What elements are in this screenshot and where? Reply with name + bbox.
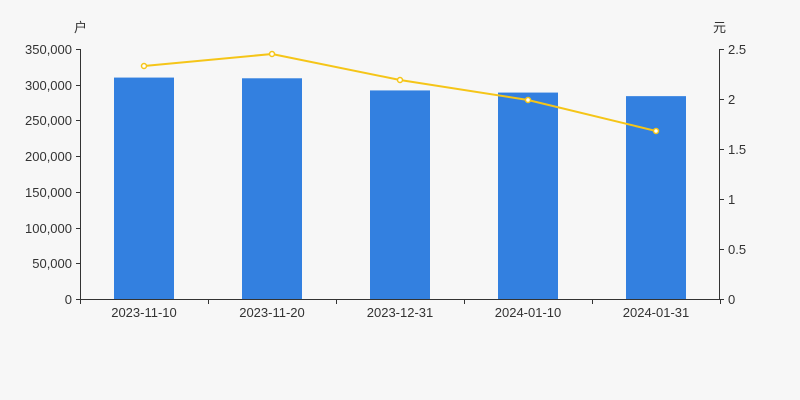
left-tick-label: 350,000 [25,42,72,57]
right-tick-label: 1 [728,192,735,207]
bar-2023-11-20 [242,78,302,300]
bar-2023-12-31 [370,90,430,299]
left-tick-label: 150,000 [25,185,72,200]
line-point-2024-01-31 [652,127,660,135]
bar-2024-01-10 [498,92,558,299]
x-tick-label: 2023-11-10 [111,305,177,320]
left-tick-label: 100,000 [25,221,72,236]
right-tick-label: 0 [728,292,735,307]
right-tick-label: 2 [728,92,735,107]
line-point-2024-01-10 [524,96,532,104]
left-axis-unit: 户 [74,20,87,35]
axes-layer [80,49,720,300]
left-tick-label: 250,000 [25,113,72,128]
line-point-2023-11-10 [140,62,148,70]
right-tick-label: 0.5 [728,242,746,257]
line-layer [140,50,660,135]
right-axis-unit: 元 [713,20,726,35]
x-tick-label: 2023-12-31 [367,305,434,320]
left-tick-label: 50,000 [32,256,72,271]
left-tick-label: 300,000 [25,78,72,93]
x-tick-label: 2023-11-20 [239,305,305,320]
bars-layer [114,77,686,300]
right-tick-label: 1.5 [728,142,746,157]
x-tick-label: 2024-01-31 [623,305,690,320]
line-point-2023-12-31 [396,76,404,84]
bar-2023-11-10 [114,77,174,299]
left-tick-label: 200,000 [25,149,72,164]
x-tick-label: 2024-01-10 [495,305,562,320]
line-point-2023-11-20 [268,50,276,58]
right-tick-label: 2.5 [728,42,746,57]
ticks-layer: 0 50,000 100,000 150,000 200,000 250,000 300,0… [25,42,746,320]
left-tick-label: 0 [65,292,72,307]
